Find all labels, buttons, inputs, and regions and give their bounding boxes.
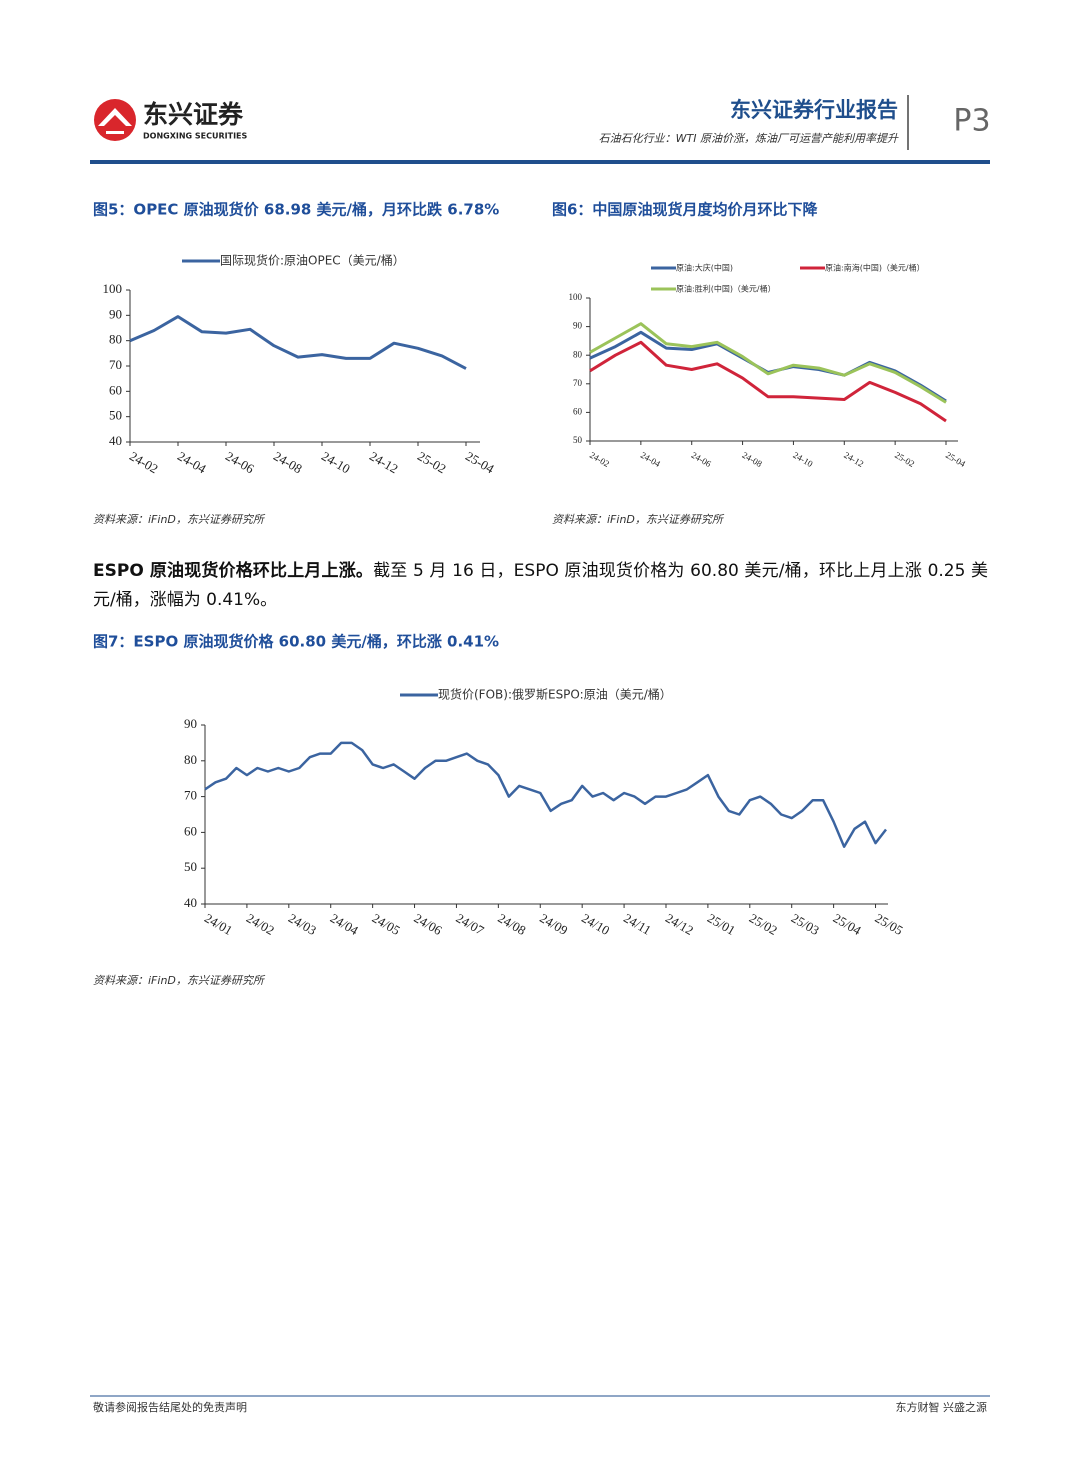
- page-number: P3: [953, 104, 990, 139]
- y-tick-label: 50: [184, 859, 197, 874]
- x-tick-label: 24/07: [453, 910, 487, 938]
- paragraph-lead: ESPO 原油现货价格环比上月上涨。: [93, 561, 374, 581]
- figure-source: 资料来源：iFinD，东兴证券研究所: [93, 974, 266, 987]
- y-tick-label: 40: [109, 433, 122, 448]
- x-tick-label: 24/02: [244, 910, 277, 938]
- legend-label: 原油:南海(中国)（美元/桶）: [825, 263, 925, 273]
- x-tick-label: 24-12: [367, 448, 401, 476]
- x-tick-label: 25-02: [893, 450, 916, 469]
- x-tick-label: 24/09: [537, 910, 570, 938]
- x-tick-label: 25-02: [415, 448, 449, 476]
- x-tick-label: 24/05: [370, 910, 403, 938]
- x-tick-label: 24-08: [271, 448, 305, 476]
- x-tick-label: 24/04: [328, 910, 362, 938]
- report-title: 东兴证券行业报告: [730, 98, 898, 122]
- footer-slogan: 东方财智 兴盛之源: [896, 1400, 988, 1414]
- x-tick-label: 24-06: [690, 450, 714, 469]
- logo-mark: [94, 99, 136, 141]
- y-tick-label: 50: [109, 408, 122, 423]
- logo-subtext: DONGXING SECURITIES: [143, 132, 248, 141]
- figure-title: 图6：中国原油现货月度均价月环比下降: [552, 201, 818, 219]
- figure-title: 图7：ESPO 原油现货价格 60.80 美元/桶，环比涨 0.41%: [93, 633, 499, 651]
- report-subtitle: 石油石化行业：WTI 原油价涨，炼油厂可运营产能利用率提升: [599, 132, 899, 145]
- series-line: [589, 340, 947, 423]
- y-tick-label: 90: [184, 716, 197, 731]
- x-tick-label: 24/12: [663, 910, 696, 938]
- x-tick-label: 24/06: [412, 910, 446, 938]
- x-tick-label: 25/03: [789, 910, 822, 938]
- y-tick-label: 70: [184, 788, 197, 803]
- x-tick-label: 24/03: [286, 910, 319, 938]
- legend-label: 原油:胜利(中国)（美元/桶）: [676, 284, 776, 294]
- y-tick-label: 80: [109, 332, 122, 347]
- x-tick-label: 24-06: [223, 448, 257, 476]
- y-tick-label: 60: [184, 823, 197, 838]
- x-tick-label: 25-04: [944, 450, 968, 469]
- x-tick-label: 25-04: [463, 448, 497, 476]
- logo-text: 东兴证券: [143, 100, 244, 129]
- x-tick-label: 24/01: [202, 910, 235, 938]
- x-tick-label: 24-10: [791, 450, 815, 469]
- paragraph: ESPO 原油现货价格环比上月上涨。截至 5 月 16 日，ESPO 原油现货价…: [93, 557, 988, 615]
- paragraph-body: 截至 5 月 16 日，ESPO 原油现货价格为 60.80 美元/桶，环比上月…: [93, 561, 989, 610]
- y-tick-label: 80: [184, 752, 197, 767]
- legend-label: 原油:大庆(中国): [676, 263, 733, 273]
- x-tick-label: 24-12: [842, 450, 865, 469]
- y-tick-label: 80: [573, 349, 583, 359]
- x-tick-label: 25/02: [747, 910, 780, 938]
- series-line: [204, 741, 887, 848]
- y-tick-label: 70: [573, 378, 583, 388]
- x-tick-label: 25/05: [873, 910, 906, 938]
- x-tick-label: 24-02: [127, 448, 161, 476]
- figure-source: 资料来源：iFinD，东兴证券研究所: [93, 513, 266, 526]
- x-tick-label: 24-04: [639, 450, 663, 469]
- legend-label: 现货价(FOB):俄罗斯ESPO:原油（美元/桶）: [438, 687, 672, 702]
- x-tick-label: 24-02: [588, 450, 611, 469]
- x-tick-label: 24/08: [495, 910, 528, 938]
- y-tick-label: 90: [573, 321, 583, 331]
- x-tick-label: 25/01: [705, 910, 738, 938]
- y-tick-label: 70: [109, 357, 122, 372]
- legend-label: 国际现货价:原油OPEC（美元/桶）: [220, 253, 405, 268]
- y-tick-label: 60: [573, 406, 583, 416]
- x-tick-label: 24-04: [175, 448, 209, 476]
- y-tick-label: 50: [573, 435, 583, 445]
- figure-source: 资料来源：iFinD，东兴证券研究所: [552, 513, 725, 526]
- y-tick-label: 100: [569, 292, 583, 302]
- series-line: [129, 315, 467, 370]
- figure-title: 图5：OPEC 原油现货价 68.98 美元/桶，月环比跌 6.78%: [93, 201, 499, 219]
- logo-shape: [98, 108, 132, 134]
- y-tick-label: 90: [109, 306, 122, 321]
- series-line: [589, 322, 947, 404]
- y-tick-label: 100: [103, 281, 123, 296]
- x-tick-label: 24-08: [741, 450, 765, 469]
- x-tick-label: 24/11: [621, 910, 654, 938]
- x-tick-label: 24-10: [319, 448, 353, 476]
- y-tick-label: 40: [184, 895, 197, 910]
- x-tick-label: 24/10: [579, 910, 612, 938]
- x-tick-label: 25/04: [831, 910, 865, 938]
- footer-note: 敬请参阅报告结尾处的免责声明: [93, 1400, 247, 1414]
- y-tick-label: 60: [109, 382, 122, 397]
